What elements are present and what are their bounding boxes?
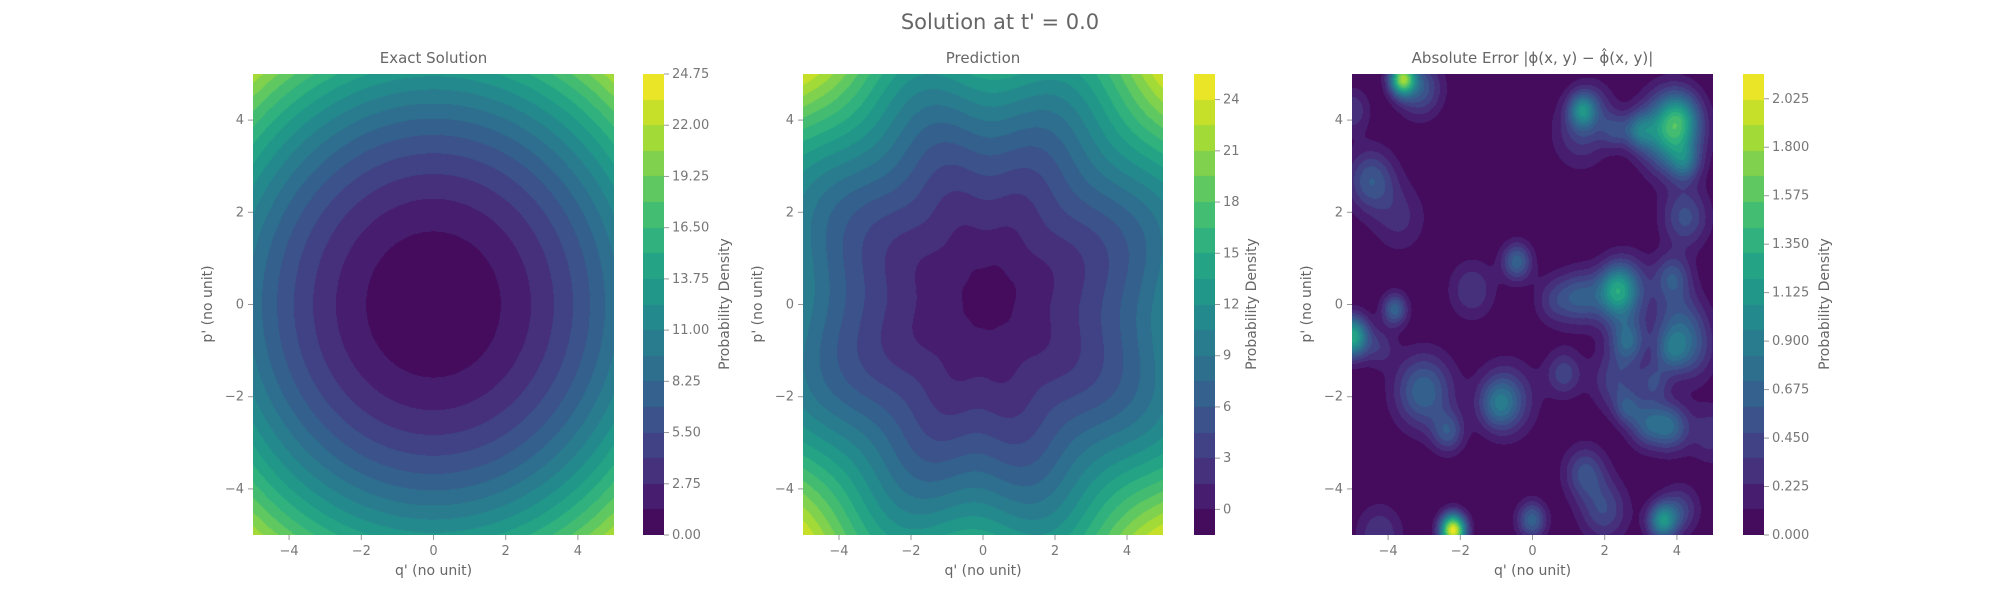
- axes: −4 −2 0 2 4 −4 −2 0 2 4: [775, 113, 1131, 559]
- colorbar-tick-label: 15: [1223, 246, 1240, 261]
- colorbar: [1194, 74, 1215, 535]
- panel-title: Exact Solution: [380, 49, 488, 67]
- colorbar-tick-label: 0.00: [672, 528, 701, 543]
- colorbar-tick-label: 1.575: [1772, 189, 1809, 204]
- x-axis-label: q' (no unit): [1494, 563, 1571, 579]
- y-axis-label: p' (no unit): [200, 265, 216, 342]
- y-tick-label: −4: [775, 482, 794, 497]
- colorbar-ticks: 0 3 6 9 12 15 18 21 24: [1215, 93, 1240, 517]
- colorbar-tick-label: 1.800: [1772, 140, 1809, 155]
- colorbar-label: Probability Density: [1817, 238, 1833, 370]
- y-tick-label: 0: [236, 298, 244, 313]
- heatmap-image: [803, 74, 1163, 535]
- y-tick-label: −4: [1324, 482, 1343, 497]
- colorbar-tick-label: 12: [1223, 298, 1240, 313]
- colorbar-tick-label: 0.675: [1772, 383, 1809, 398]
- x-tick-label: −4: [829, 544, 848, 559]
- colorbar-ticks: 0.000 0.225 0.450 0.675 0.900 1.125 1.350 1.575…: [1764, 92, 1809, 543]
- colorbar-tick-label: 2.75: [672, 477, 701, 492]
- axes: −4 −2 0 2 4 −4 −2 0 2 4: [1324, 113, 1681, 559]
- colorbar-tick-label: 1.125: [1772, 286, 1809, 301]
- colorbar-ticks: 0.00 2.75 5.50 8.25 11.00 13.75 16.50 19.25 22.0…: [664, 67, 709, 543]
- axes: −4 −2 0 2 4 −4 −2 0 2 4: [225, 113, 582, 559]
- colorbar: [1743, 74, 1764, 535]
- x-tick-label: 2: [1051, 544, 1059, 559]
- x-tick-label: 4: [1673, 544, 1681, 559]
- colorbar-tick-label: 11.00: [672, 323, 709, 338]
- x-tick-label: 4: [574, 544, 582, 559]
- colorbar-tick-label: 24.75: [672, 67, 709, 82]
- colorbar-tick-label: 22.00: [672, 118, 709, 133]
- x-tick-label: 2: [502, 544, 510, 559]
- x-axis-label: q' (no unit): [944, 563, 1021, 579]
- y-tick-label: 4: [236, 113, 244, 128]
- panel-exact-solution: Exact Solution −4 −2 0 2 4 −4 −2 0 2 4 q' (no uni…: [200, 49, 733, 579]
- colorbar-tick-label: 13.75: [672, 272, 709, 287]
- x-tick-label: 0: [1528, 544, 1536, 559]
- colorbar-tick-label: 19.25: [672, 169, 709, 184]
- colorbar-tick-label: 0.450: [1772, 431, 1809, 446]
- x-tick-label: −2: [1451, 544, 1470, 559]
- panel-absolute-error: Absolute Error |ϕ(x, y) − ϕ̂(x, y)| −4 −2…: [1299, 47, 1833, 579]
- y-tick-label: 0: [1335, 298, 1343, 313]
- colorbar-tick-label: 6: [1223, 400, 1231, 415]
- figure-title: Solution at t' = 0.0: [901, 10, 1099, 34]
- panel-title: Absolute Error |ϕ(x, y) − ϕ̂(x, y)|: [1412, 47, 1654, 67]
- colorbar-tick-label: 24: [1223, 93, 1240, 108]
- colorbar-label: Probability Density: [1244, 238, 1260, 370]
- x-tick-label: −4: [1379, 544, 1398, 559]
- colorbar-tick-label: 0.900: [1772, 334, 1809, 349]
- colorbar-tick-label: 5.50: [672, 426, 701, 441]
- x-tick-label: −4: [280, 544, 299, 559]
- colorbar-tick-label: 8.25: [672, 374, 701, 389]
- x-tick-label: −2: [901, 544, 920, 559]
- panel-title: Prediction: [946, 49, 1021, 67]
- x-tick-label: 0: [429, 544, 437, 559]
- colorbar-tick-label: 9: [1223, 349, 1231, 364]
- colorbar-tick-label: 16.50: [672, 221, 709, 236]
- x-tick-label: 0: [979, 544, 987, 559]
- colorbar-tick-label: 21: [1223, 144, 1240, 159]
- y-tick-label: −2: [1324, 390, 1343, 405]
- colorbar: [643, 74, 664, 535]
- x-tick-label: 2: [1601, 544, 1609, 559]
- colorbar-tick-label: 2.025: [1772, 92, 1809, 107]
- y-axis-label: p' (no unit): [750, 265, 766, 342]
- y-tick-label: −2: [775, 390, 794, 405]
- y-tick-label: 2: [786, 205, 794, 220]
- y-tick-label: 4: [1335, 113, 1343, 128]
- y-tick-label: 2: [236, 205, 244, 220]
- colorbar-tick-label: 1.350: [1772, 237, 1809, 252]
- colorbar-tick-label: 0.000: [1772, 528, 1809, 543]
- x-tick-label: −2: [352, 544, 371, 559]
- y-tick-label: 4: [786, 113, 794, 128]
- colorbar-label: Probability Density: [717, 238, 733, 370]
- heatmap-image: [253, 74, 614, 535]
- y-axis-label: p' (no unit): [1299, 265, 1315, 342]
- y-tick-label: 2: [1335, 205, 1343, 220]
- y-tick-label: 0: [786, 298, 794, 313]
- x-axis-label: q' (no unit): [395, 563, 472, 579]
- colorbar-tick-label: 18: [1223, 195, 1240, 210]
- y-tick-label: −4: [225, 482, 244, 497]
- x-tick-label: 4: [1123, 544, 1131, 559]
- y-tick-label: −2: [225, 390, 244, 405]
- colorbar-tick-label: 0: [1223, 502, 1231, 517]
- colorbar-tick-label: 0.225: [1772, 480, 1809, 495]
- heatmap-image: [1352, 74, 1713, 535]
- colorbar-tick-label: 3: [1223, 451, 1231, 466]
